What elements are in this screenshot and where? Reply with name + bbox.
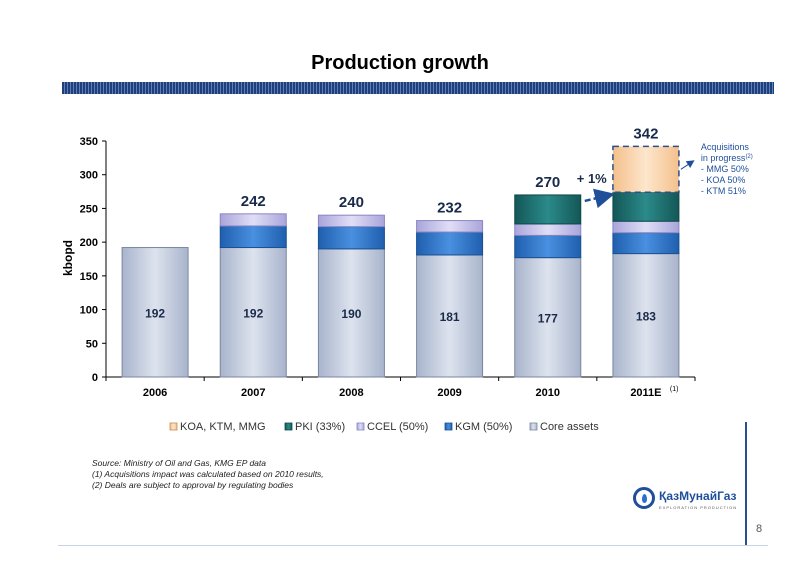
acquisitions-note-line: Acquisitions: [701, 142, 750, 152]
core-value-label: 181: [440, 310, 460, 324]
x-tick-superscript: (1): [670, 386, 679, 393]
y-tick-label: 200: [80, 237, 98, 249]
legend-label: KOA, KTM, MMG: [180, 421, 266, 433]
legend-swatch: [169, 422, 178, 431]
bar-segment-pki-33: [514, 194, 582, 225]
legend-label: CCEL (50%): [367, 421, 428, 433]
legend-swatch: [529, 422, 538, 431]
y-tick-label: 350: [80, 136, 98, 148]
core-value-label: 177: [538, 311, 558, 325]
bar-segment-ccel-50: [219, 213, 287, 227]
total-value-label: 270: [535, 174, 560, 191]
bar-segment-ccel-50: [317, 214, 385, 228]
y-tick-label: 100: [80, 305, 98, 317]
y-tick-label: 300: [80, 170, 98, 182]
logo-text: ҚазМунайГаз: [659, 489, 737, 503]
bar-segment-kgm-50: [514, 234, 582, 259]
y-axis-label: kbopd: [61, 240, 75, 276]
bar-segment-pki-33: [612, 191, 680, 222]
bar-segment-ccel-50: [514, 223, 582, 236]
x-tick-label: 2008: [339, 387, 363, 399]
footnote-source: Source: Ministry of Oil and Gas, KMG EP …: [92, 458, 267, 468]
bar-segment-core-assets: [514, 257, 582, 378]
decorative-bottom-line: [58, 545, 768, 546]
x-tick-label: 2007: [241, 387, 265, 399]
legend-label: PKI (33%): [295, 421, 345, 433]
bar-segment-kgm-50: [416, 231, 484, 256]
x-tick-label: 2006: [143, 387, 167, 399]
bar-segment-core-assets: [219, 247, 287, 378]
company-logo: ҚазМунайГаз EXPLORATION PRODUCTION: [633, 485, 743, 515]
page-number: 8: [756, 523, 763, 535]
footnote-1: (1) Acquisitions impact was calculated b…: [92, 469, 324, 479]
legend-swatch: [356, 422, 365, 431]
acquisitions-arrow: [680, 160, 695, 170]
bar-segment-kgm-50: [612, 232, 680, 255]
bar-segment-kgm-50: [317, 226, 385, 250]
acquisitions-note-line: - KTM 51%: [701, 186, 746, 196]
logo-drop-icon: [633, 487, 655, 509]
total-value-label: 242: [241, 193, 266, 210]
acquisitions-note-line: in progress(2): [701, 153, 753, 163]
acquisitions-note-line: - MMG 50%: [701, 164, 749, 174]
decorative-vertical-line: [745, 422, 747, 546]
legend-label: Core assets: [540, 421, 599, 433]
total-value-label: 342: [633, 125, 658, 142]
y-tick-label: 150: [80, 271, 98, 283]
page-title: Production growth: [311, 52, 489, 74]
bar-segment-kgm-50: [219, 225, 287, 249]
legend-label: KGM (50%): [455, 421, 512, 433]
core-value-label: 190: [341, 307, 361, 321]
title-underline-band: [62, 82, 774, 94]
footnote-2: (2) Deals are subject to approval by reg…: [92, 480, 294, 490]
growth-annotation: + 1%: [577, 171, 607, 186]
core-value-label: 192: [145, 306, 165, 320]
growth-arrow: [584, 188, 615, 209]
production-chart: 0 50 100 150 200 250 300 350 2006 192 2007 192 242 20…: [61, 125, 753, 433]
legend-swatch: [444, 422, 453, 431]
logo-subtitle: EXPLORATION PRODUCTION: [659, 505, 738, 510]
core-value-label: 192: [243, 306, 263, 320]
bar-segment-core-assets: [121, 247, 189, 378]
x-tick-label: 2010: [536, 387, 560, 399]
x-tick-label: 2009: [437, 387, 461, 399]
x-tick-label: 2011E: [630, 387, 661, 399]
y-tick-label: 250: [80, 203, 98, 215]
bar-segment-core-assets: [317, 248, 385, 378]
y-tick-label: 50: [86, 338, 98, 350]
y-tick-label: 0: [92, 372, 98, 384]
bar-segment-ccel-50: [416, 220, 484, 233]
footnotes: Source: Ministry of Oil and Gas, KMG EP …: [92, 458, 324, 491]
legend-swatch: [284, 422, 293, 431]
total-value-label: 240: [339, 194, 364, 211]
bar-segment-koa-ktm-mmg: [612, 145, 680, 193]
total-value-label: 232: [437, 200, 462, 217]
bar-segment-ccel-50: [612, 220, 680, 234]
core-value-label: 183: [636, 309, 656, 323]
bar-segment-core-assets: [416, 254, 484, 378]
acquisitions-note-line: - KOA 50%: [701, 175, 746, 185]
